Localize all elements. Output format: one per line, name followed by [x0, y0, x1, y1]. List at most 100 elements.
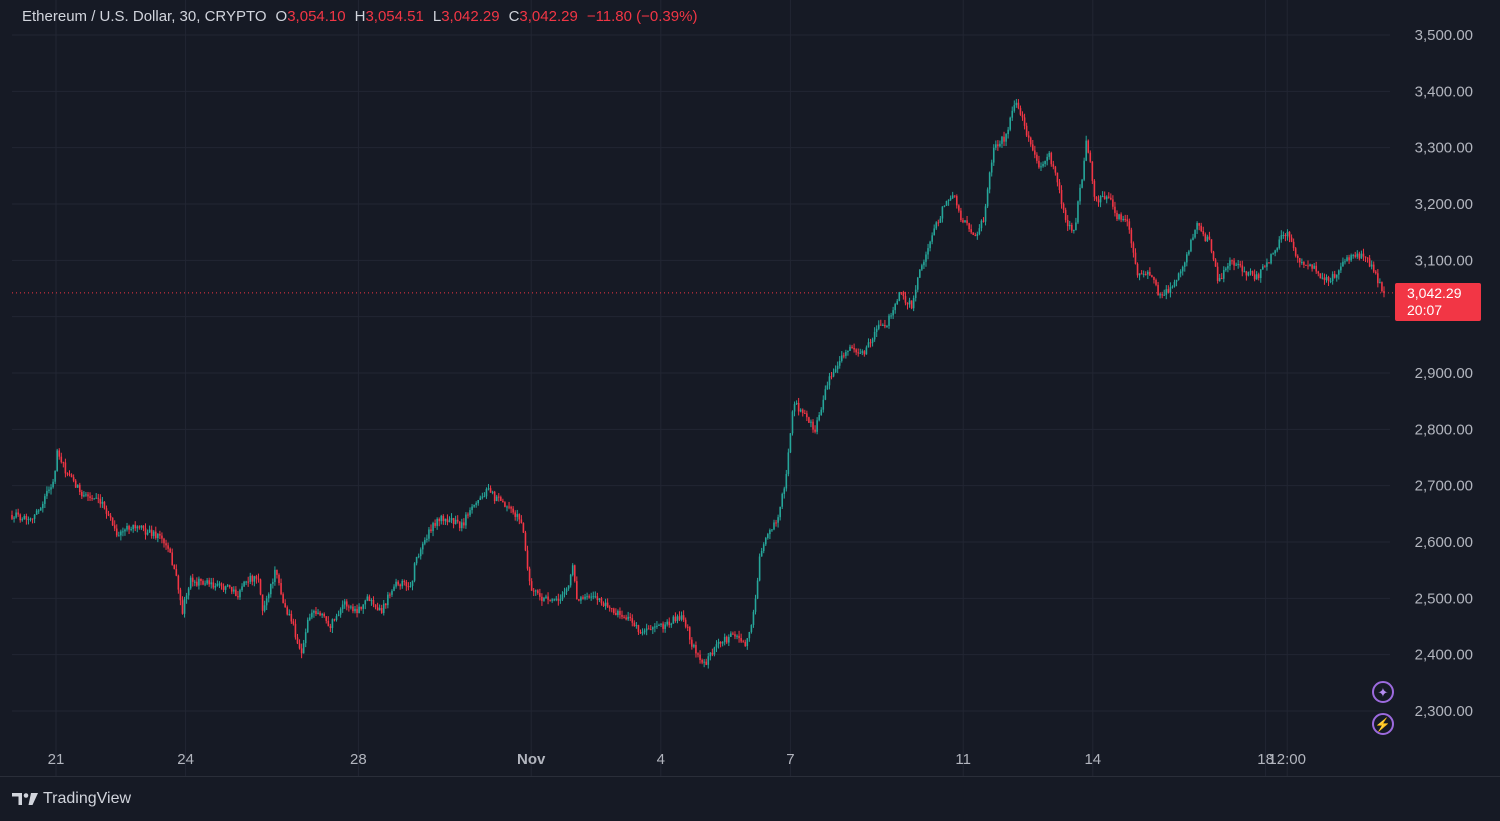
candle-up	[1186, 252, 1188, 267]
candle-up	[933, 224, 935, 236]
candle-up	[274, 566, 276, 586]
candle-down	[701, 658, 703, 665]
candle-up	[990, 159, 993, 177]
candle-up	[995, 140, 997, 151]
candle-down	[1212, 250, 1215, 262]
candle-down	[536, 589, 539, 595]
price-axis[interactable]: 3,500.00 3,400.00 3,300.00 3,200.00 3,100.00…	[1415, 27, 1473, 720]
candle-down	[1017, 99, 1020, 110]
candle-up	[409, 581, 412, 588]
candle-up	[643, 628, 646, 635]
candle-down	[1214, 258, 1217, 267]
candle-down	[615, 608, 617, 616]
candle-down	[163, 537, 165, 548]
candle-down	[251, 574, 254, 586]
candle-up	[1218, 274, 1221, 282]
price-axis-label: 2,400.00	[1415, 647, 1473, 664]
low-value: 3,042.29	[441, 7, 500, 25]
candle-up	[877, 320, 880, 331]
candle-down	[1210, 239, 1213, 254]
candles	[11, 98, 1385, 669]
price-axis-label: 3,100.00	[1415, 252, 1473, 269]
candle-up	[964, 220, 966, 223]
candle-up	[826, 381, 829, 390]
candle-up	[23, 514, 26, 520]
candle-down	[200, 578, 202, 586]
candle-up	[239, 588, 241, 600]
candle-up	[93, 497, 95, 500]
candle-down	[103, 501, 106, 510]
candle-up	[641, 628, 644, 636]
candle-up	[767, 532, 769, 540]
candle-down	[610, 607, 613, 613]
candle-down	[797, 397, 800, 416]
candle-up	[1013, 100, 1016, 113]
candle-up	[847, 350, 849, 356]
assistant-sparkle-button[interactable]: ✦	[1372, 681, 1394, 703]
candle-down	[173, 564, 176, 570]
candle-down	[70, 473, 73, 478]
time-axis-label: Nov	[517, 751, 546, 768]
low-label: L	[432, 7, 442, 25]
candle-up	[335, 613, 338, 622]
candle-down	[806, 410, 808, 422]
candle-down	[608, 605, 611, 612]
candle-down	[191, 573, 194, 587]
candle-down	[904, 291, 907, 306]
candle-up	[892, 306, 894, 320]
candle-up	[553, 598, 556, 602]
symbol-title[interactable]: Ethereum / U.S. Dollar, 30, CRYPTO	[22, 7, 267, 25]
candle-down	[222, 583, 225, 593]
candle-down	[497, 493, 500, 502]
candle-up	[157, 532, 159, 543]
candle-up	[471, 503, 473, 514]
candle-down	[167, 542, 169, 553]
candle-up	[561, 591, 564, 602]
candle-up	[1272, 252, 1274, 255]
candle-up	[1190, 238, 1192, 253]
candle-down	[1003, 131, 1005, 147]
candle-up	[1138, 273, 1141, 281]
candle-down	[625, 614, 627, 621]
candle-down	[179, 587, 182, 606]
candle-down	[541, 593, 543, 606]
flash-button[interactable]: ⚡	[1372, 713, 1394, 735]
candle-up	[604, 598, 607, 610]
candle-up	[364, 599, 367, 610]
candle-up	[306, 617, 309, 634]
candle-down	[612, 607, 615, 615]
candle-up	[592, 591, 595, 600]
candle-down	[169, 547, 171, 553]
candle-up	[120, 529, 122, 541]
candle-up	[947, 199, 950, 206]
candle-up	[1165, 285, 1168, 300]
candle-up	[1206, 234, 1209, 243]
candle-up	[130, 526, 132, 532]
candle-up	[645, 623, 648, 636]
candle-up	[1101, 191, 1104, 198]
candle-up	[1142, 270, 1145, 278]
candle-down	[738, 630, 740, 643]
candle-down	[1305, 264, 1307, 266]
candle-up	[473, 504, 475, 508]
candle-up	[124, 528, 126, 536]
candle-up	[545, 594, 547, 599]
candle-down	[958, 204, 960, 213]
candle-up	[590, 592, 592, 601]
candle-down	[843, 352, 845, 359]
candle-down	[452, 517, 455, 529]
tradingview-branding[interactable]: TradingView	[12, 787, 131, 811]
candle-down	[1362, 248, 1365, 261]
candle-up	[832, 368, 835, 378]
candle-up	[886, 324, 888, 328]
candle-up	[148, 525, 151, 533]
candle-down	[62, 461, 65, 468]
candle-down	[276, 569, 278, 579]
candle-down	[380, 604, 383, 614]
time-axis-label: 11	[955, 751, 971, 768]
candle-up	[859, 348, 862, 355]
candle-down	[853, 343, 855, 353]
